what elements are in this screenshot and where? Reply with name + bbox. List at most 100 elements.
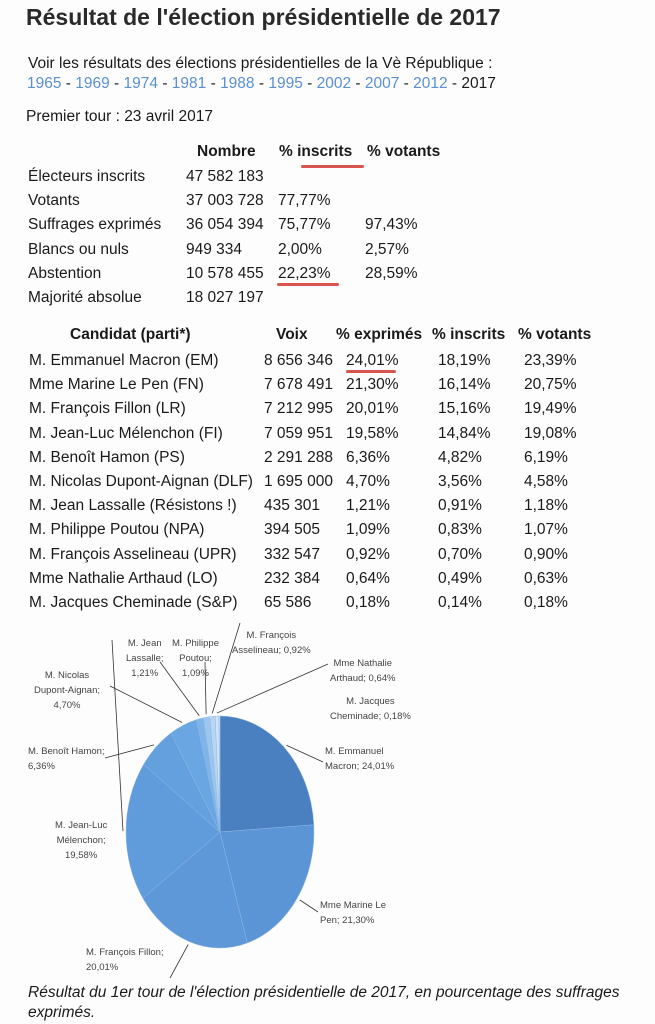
cell-votants: 19,49% bbox=[524, 400, 577, 418]
leader-line bbox=[111, 639, 124, 832]
separator: - bbox=[109, 75, 124, 92]
candidate-name: M. Jean-Luc Mélenchon (FI) bbox=[29, 424, 223, 442]
pie-label-line: M. François Fillon; bbox=[86, 947, 164, 958]
cell-voix: 394 505 bbox=[264, 521, 321, 539]
pie-label: M. Jean-Luc Mélenchon; 19,58% bbox=[55, 818, 107, 863]
cell-nombre: 37 003 728 bbox=[186, 192, 264, 210]
pie-label-line: Asselineau; 0,92% bbox=[232, 645, 311, 656]
cell-votants: 1,18% bbox=[524, 497, 568, 515]
row-label: Électeurs inscrits bbox=[28, 168, 146, 185]
row-label: Blancs ou nuls bbox=[28, 240, 129, 258]
pie-label: M. Philippe Poutou; 1,09% bbox=[172, 636, 219, 681]
separator: - bbox=[206, 75, 221, 92]
year-link-1974[interactable]: 1974 bbox=[123, 75, 159, 92]
separator: - bbox=[158, 75, 172, 92]
pie-label-line: M. Nicolas bbox=[44, 670, 90, 681]
cell-nombre: 18 027 197 bbox=[186, 289, 264, 306]
pie-label-line: Macron; 24,01% bbox=[325, 761, 395, 772]
year-link-1965[interactable]: 1965 bbox=[27, 75, 62, 92]
cell-votants: 28,59% bbox=[365, 264, 418, 282]
cell-exprimes: 24,01% bbox=[346, 352, 399, 369]
cell-voix: 2 291 288 bbox=[264, 448, 333, 466]
year-link-2012[interactable]: 2012 bbox=[413, 75, 448, 92]
year-link-1988[interactable]: 1988 bbox=[220, 75, 255, 92]
cell-nombre: 36 054 394 bbox=[186, 216, 264, 234]
cell-inscrits: 22,23% bbox=[278, 264, 331, 282]
pie-label: Mme Marine Le Pen; 21,30% bbox=[320, 898, 386, 928]
pie-label-line: 1,21% bbox=[131, 668, 159, 679]
pie-label-line: M. Philippe bbox=[172, 638, 219, 649]
cell-votants: 2,57% bbox=[365, 240, 409, 258]
candidate-name: M. François Fillon (LR) bbox=[29, 400, 186, 418]
candidate-name: Mme Marine Le Pen (FN) bbox=[29, 376, 204, 394]
row-label: Suffrages exprimés bbox=[28, 216, 162, 234]
page-title: Résultat de l'élection présidentielle de… bbox=[26, 4, 501, 30]
year-link-1981[interactable]: 1981 bbox=[171, 75, 207, 92]
pie-label-line: Mme Nathalie bbox=[333, 658, 393, 669]
chart-caption: Résultat du 1er tour de l'élection prési… bbox=[28, 984, 620, 1021]
pie-label-line: M. Jean-Luc bbox=[55, 820, 108, 831]
cell-votants: 4,58% bbox=[524, 473, 568, 490]
leader-line bbox=[169, 944, 189, 979]
cell-inscrits: 0,91% bbox=[438, 497, 482, 515]
cell-exprimes: 20,01% bbox=[346, 400, 399, 418]
pie-label: M. Nicolas Dupont-Aignan; 4,70% bbox=[34, 668, 100, 713]
cell-exprimes: 0,92% bbox=[346, 545, 390, 563]
cell-exprimes: 0,18% bbox=[346, 594, 390, 611]
cell-inscrits: 2,00% bbox=[278, 240, 322, 258]
candidate-name: Mme Nathalie Arthaud (LO) bbox=[29, 569, 218, 587]
candidates-header: % inscrits bbox=[432, 326, 506, 343]
cell-inscrits: 0,83% bbox=[438, 521, 482, 539]
pie-label-line: 19,58% bbox=[65, 850, 98, 861]
cell-votants: 19,08% bbox=[524, 424, 577, 442]
pie-slice bbox=[125, 764, 221, 899]
cell-voix: 7 059 951 bbox=[264, 424, 333, 442]
pie-label: Mme Nathalie Arthaud; 0,64% bbox=[330, 656, 396, 686]
candidates-header: Voix bbox=[276, 326, 308, 343]
candidates-header: Candidat (parti*) bbox=[70, 326, 191, 343]
separator: - bbox=[351, 75, 365, 92]
row-label: Abstention bbox=[28, 264, 102, 282]
row-label: Majorité absolue bbox=[28, 289, 142, 306]
pie-label-line: M. Jacques bbox=[346, 696, 395, 707]
year-link-2002[interactable]: 2002 bbox=[316, 75, 352, 92]
cell-votants: 23,39% bbox=[524, 352, 577, 369]
intro-text: Voir les résultats des élections préside… bbox=[28, 55, 493, 72]
pie-label-line: M. Jean bbox=[127, 638, 162, 649]
cell-voix: 7 212 995 bbox=[264, 400, 333, 418]
separator: - bbox=[399, 75, 414, 92]
separator: - bbox=[302, 75, 317, 92]
cell-votants: 0,90% bbox=[524, 545, 568, 563]
leader-line bbox=[286, 744, 324, 763]
cell-inscrits: 4,82% bbox=[438, 448, 482, 466]
pie-label-line: 20,01% bbox=[86, 962, 119, 973]
annotation-underline bbox=[301, 165, 364, 168]
leader-line bbox=[204, 661, 207, 715]
year-link-2007[interactable]: 2007 bbox=[364, 75, 400, 92]
pie-label-line: Arthaud; 0,64% bbox=[330, 673, 396, 684]
pie-label-line: 1,09% bbox=[182, 668, 209, 679]
pie-label-line: M. François bbox=[246, 630, 297, 641]
cell-exprimes: 4,70% bbox=[346, 473, 390, 490]
leader-line bbox=[299, 899, 319, 913]
cell-exprimes: 6,36% bbox=[346, 448, 390, 466]
round-date: Premier tour : 23 avril 2017 bbox=[26, 108, 213, 125]
cell-votants: 1,07% bbox=[524, 521, 568, 539]
pie-slice bbox=[219, 715, 315, 833]
leader-line bbox=[216, 663, 329, 714]
cell-exprimes: 19,58% bbox=[346, 424, 399, 442]
pie-slice bbox=[219, 824, 315, 944]
pie-label-line: Lassalle; bbox=[126, 653, 164, 664]
cell-exprimes: 1,09% bbox=[346, 521, 390, 539]
leader-line bbox=[211, 622, 241, 714]
cell-inscrits: 0,14% bbox=[438, 594, 482, 611]
year-link-1969[interactable]: 1969 bbox=[75, 75, 110, 92]
cell-votants: 0,63% bbox=[524, 569, 568, 587]
cell-exprimes: 0,64% bbox=[346, 569, 390, 587]
pie-label-line: M. Benoît Hamon; bbox=[28, 746, 105, 757]
year-link-1995[interactable]: 1995 bbox=[268, 75, 303, 92]
cell-exprimes: 21,30% bbox=[346, 376, 399, 394]
leader-line bbox=[109, 685, 183, 723]
cell-voix: 232 384 bbox=[264, 569, 321, 587]
separator: - bbox=[61, 75, 76, 92]
